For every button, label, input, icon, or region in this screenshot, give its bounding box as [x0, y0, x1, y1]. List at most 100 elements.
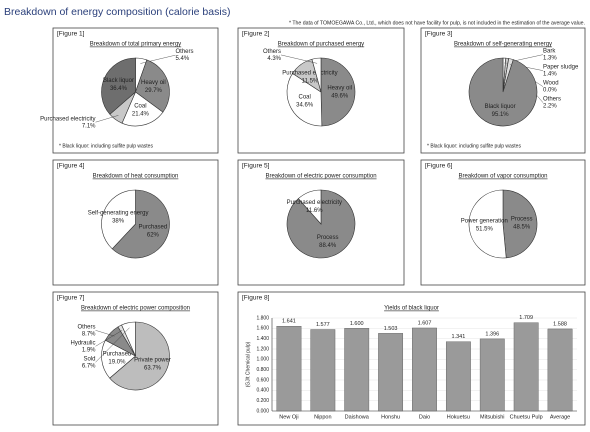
bar-value-label: 1.341 [452, 334, 466, 340]
pie-slice [101, 57, 136, 115]
bar [310, 329, 336, 412]
slice-category: Private power [134, 357, 171, 363]
bar-value-label: 1.641 [282, 319, 296, 325]
slice-value: 63.7% [144, 365, 162, 371]
bar-value-label: 1.396 [485, 331, 499, 337]
slice-value: 11.6% [306, 208, 323, 214]
x-tick-label: Nippon [314, 414, 331, 420]
figure-title: Breakdown of electric power consumption [265, 174, 376, 180]
y-tick-label: 1.000 [256, 357, 269, 363]
slice-category: Bark [543, 49, 556, 55]
bar-value-label: 1.503 [384, 326, 398, 332]
slice-category: Heavy oil [327, 85, 352, 91]
x-tick-label: Honshu [381, 414, 400, 420]
pie-slice [111, 189, 170, 259]
slice-value: 4.3% [267, 56, 281, 62]
leader-line [280, 54, 318, 64]
slice-value: 34.6% [296, 103, 314, 109]
slice-category: Others [77, 324, 95, 330]
x-tick-label: Chuetsu Pulp [510, 414, 543, 420]
figure-title: Breakdown of total primary energy [90, 42, 181, 48]
x-tick-label: Daio [419, 414, 430, 420]
bar [378, 333, 404, 412]
slice-value: 49.6% [331, 93, 349, 99]
figure-label: [Figure 1] [57, 31, 85, 38]
slice-value: 2.2% [543, 104, 557, 110]
slice-category: Others [543, 97, 561, 103]
page-note: * The data of TOMOEGAWA Co., Ltd., which… [289, 20, 585, 26]
pie-slice [320, 57, 356, 127]
y-axis-label: (GJ/t Chemical pulp) [245, 341, 251, 387]
figure-label: [Figure 6] [425, 163, 453, 170]
slice-value: 19.0% [108, 360, 126, 366]
slice-category: Sold [83, 356, 95, 362]
y-tick-label: 0.200 [256, 398, 269, 404]
y-tick-label: 1.600 [256, 326, 269, 332]
bar-value-label: 1.600 [350, 321, 364, 327]
leader-line [95, 115, 119, 123]
figure-title: Breakdown of self-generating energy [454, 42, 552, 48]
pie-slice [109, 321, 170, 391]
leader-line [95, 330, 115, 337]
slice-category: Others [176, 49, 194, 55]
bar-value-label: 1.588 [553, 321, 567, 327]
bar [513, 322, 539, 412]
x-tick-label: New Oji [279, 414, 298, 420]
figure-label: [Figure 5] [242, 163, 270, 170]
figure-title: Breakdown of electric power composition [81, 306, 190, 312]
slice-category: Purchased electricity [282, 70, 337, 76]
slice-category: Coal [134, 104, 146, 110]
slice-category: Process [317, 235, 339, 241]
slice-category: Others [263, 49, 281, 55]
y-tick-label: 0.800 [256, 367, 269, 373]
slice-value: 11.5% [302, 78, 319, 84]
slice-value: 8.7% [82, 331, 96, 337]
leader-line [95, 330, 123, 347]
slice-value: 95.1% [492, 112, 510, 118]
y-tick-label: 1.200 [256, 346, 269, 352]
bar [479, 338, 505, 412]
slice-category: Black liquor [103, 78, 134, 84]
pie-slice [121, 321, 136, 357]
pie-slice [101, 339, 137, 379]
slice-category: Coal [298, 95, 310, 101]
y-tick-label: 1.800 [256, 315, 269, 321]
bar-value-label: 1.607 [418, 320, 432, 326]
pie-slice [502, 189, 538, 259]
slice-category: Heavy oil [141, 80, 166, 86]
bar-value-label: 1.709 [519, 315, 533, 321]
slice-value: 88.4% [319, 243, 337, 249]
pie-slice [286, 73, 323, 127]
y-tick-label: 0.600 [256, 377, 269, 383]
slice-category: Black liquor [485, 104, 516, 110]
footnote: * Black liquor: including sulfite pulp w… [59, 143, 153, 149]
slice-value: 0.0% [543, 88, 557, 94]
slice-value: 62% [147, 232, 160, 238]
slice-category: Power generation [461, 218, 508, 224]
slice-category: Purchased electricity [287, 200, 342, 206]
slice-value: 48.5% [513, 225, 531, 231]
y-tick-label: 0.000 [256, 408, 269, 414]
figure-title: Yields of black liquor [384, 306, 439, 312]
slice-category: Purchased [139, 224, 168, 230]
slice-value: 1.9% [82, 347, 96, 353]
x-tick-label: Mitsubishi [480, 414, 504, 420]
bar [445, 341, 471, 412]
figure-label: [Figure 3] [425, 31, 453, 38]
bar [276, 326, 302, 412]
pie-slice [121, 91, 164, 127]
bar-value-label: 1.577 [316, 322, 330, 328]
slice-value: 1.3% [543, 56, 557, 62]
bar [547, 328, 573, 412]
slice-category: Hydraulic [70, 340, 95, 346]
bar [344, 328, 370, 412]
figure-label: [Figure 7] [57, 295, 85, 302]
slice-value: 21.4% [132, 112, 150, 118]
figure-title: Breakdown of purchased energy [278, 42, 364, 48]
x-tick-label: Daishowa [345, 414, 370, 420]
slice-value: 1.4% [543, 72, 557, 78]
pie-slice [135, 59, 170, 113]
pie-slice [468, 189, 507, 259]
slice-category: Purchased [103, 352, 132, 358]
